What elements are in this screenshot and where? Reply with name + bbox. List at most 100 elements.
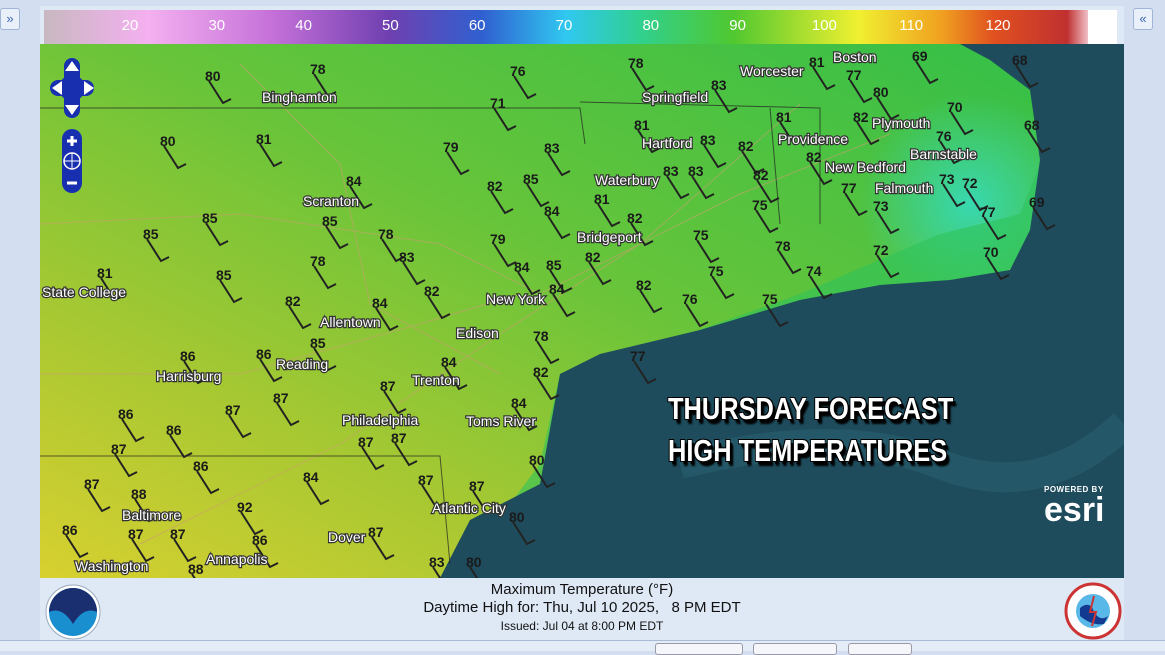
station-marker[interactable]: 70 <box>947 99 974 136</box>
station-marker[interactable]: 85 <box>310 335 337 372</box>
station-marker[interactable]: 82 <box>585 249 612 286</box>
station-marker[interactable]: 69 <box>1029 194 1056 231</box>
station-marker[interactable]: 92 <box>237 499 264 536</box>
station-marker[interactable]: 84 <box>549 281 576 318</box>
station-marker[interactable]: 87 <box>170 526 197 563</box>
station-marker[interactable]: 77 <box>630 348 657 385</box>
station-marker[interactable]: 83 <box>399 249 426 286</box>
station-marker[interactable]: 86 <box>118 406 145 443</box>
station-marker[interactable]: 76 <box>936 128 963 165</box>
station-marker[interactable]: 84 <box>511 395 538 432</box>
station-marker[interactable]: 82 <box>853 109 880 146</box>
station-marker[interactable]: 85 <box>322 213 349 250</box>
toolbar-button[interactable] <box>753 643 837 655</box>
station-marker[interactable]: 86 <box>180 348 207 385</box>
station-marker[interactable]: 78 <box>378 226 405 263</box>
expand-right-panel-button[interactable]: « <box>1133 8 1153 30</box>
station-marker[interactable]: 85 <box>546 257 573 294</box>
station-marker[interactable]: 87 <box>418 472 445 509</box>
station-marker[interactable]: 87 <box>358 434 385 471</box>
station-marker[interactable]: 75 <box>708 263 735 300</box>
station-marker[interactable]: 83 <box>711 77 738 114</box>
station-marker[interactable]: 82 <box>285 293 312 330</box>
station-marker[interactable]: 77 <box>841 180 868 217</box>
station-marker[interactable]: 87 <box>111 441 138 478</box>
station-marker[interactable]: 86 <box>166 422 193 459</box>
station-marker[interactable]: 75 <box>693 227 720 264</box>
station-marker[interactable]: 84 <box>544 203 571 240</box>
station-marker[interactable]: 80 <box>160 133 187 170</box>
station-marker[interactable]: 81 <box>594 191 621 228</box>
station-marker[interactable]: 87 <box>368 524 395 561</box>
station-marker[interactable]: 87 <box>469 478 496 515</box>
station-marker[interactable]: 70 <box>983 244 1010 281</box>
station-marker[interactable]: 84 <box>514 259 541 296</box>
station-marker[interactable]: 81 <box>634 117 661 154</box>
pan-down-icon[interactable] <box>65 105 79 115</box>
expand-left-panel-button[interactable]: » <box>0 8 20 30</box>
station-marker[interactable]: 83 <box>544 140 571 177</box>
station-marker[interactable]: 82 <box>753 167 780 204</box>
station-marker[interactable]: 87 <box>391 430 418 467</box>
station-marker[interactable]: 82 <box>627 210 654 247</box>
station-marker[interactable]: 87 <box>273 390 300 427</box>
station-marker[interactable]: 78 <box>533 328 560 365</box>
station-marker[interactable]: 85 <box>143 226 170 263</box>
station-marker[interactable]: 81 <box>776 109 803 146</box>
station-marker[interactable]: 85 <box>202 210 229 247</box>
station-marker[interactable]: 80 <box>873 84 900 121</box>
station-marker[interactable]: 83 <box>700 132 727 169</box>
pan-control[interactable] <box>50 58 94 118</box>
station-marker[interactable]: 78 <box>310 61 337 98</box>
station-marker[interactable]: 73 <box>939 171 966 208</box>
zoom-in-icon[interactable] <box>67 136 77 146</box>
station-marker[interactable]: 71 <box>490 95 517 132</box>
station-marker[interactable]: 74 <box>806 263 833 300</box>
station-marker[interactable]: 85 <box>523 171 550 208</box>
station-marker[interactable]: 83 <box>429 554 455 578</box>
pan-up-icon[interactable] <box>65 61 79 71</box>
pan-right-icon[interactable] <box>84 81 94 95</box>
station-marker[interactable]: 87 <box>225 402 252 439</box>
station-marker[interactable]: 86 <box>256 346 283 383</box>
station-marker[interactable]: 82 <box>487 178 514 215</box>
station-marker[interactable]: 76 <box>682 291 709 328</box>
station-marker[interactable]: 72 <box>873 242 900 279</box>
station-marker[interactable]: 88 <box>188 561 214 578</box>
station-marker[interactable]: 82 <box>424 283 451 320</box>
station-marker[interactable]: 78 <box>775 238 802 275</box>
station-marker[interactable]: 82 <box>533 364 560 401</box>
station-marker[interactable]: 80 <box>466 554 492 578</box>
station-marker[interactable]: 86 <box>252 532 279 569</box>
station-marker[interactable]: 69 <box>912 48 939 85</box>
station-marker[interactable]: 73 <box>873 198 900 235</box>
station-marker[interactable]: 83 <box>663 163 690 200</box>
station-marker[interactable]: 79 <box>443 139 470 176</box>
station-marker[interactable]: 85 <box>216 267 243 304</box>
station-marker[interactable]: 80 <box>509 509 536 546</box>
station-marker[interactable]: 79 <box>490 231 517 268</box>
station-marker[interactable]: 81 <box>256 131 283 168</box>
station-marker[interactable]: 75 <box>762 291 789 328</box>
station-marker[interactable]: 68 <box>1024 117 1051 154</box>
station-marker[interactable]: 87 <box>380 378 407 415</box>
station-marker[interactable]: 80 <box>205 68 232 105</box>
station-marker[interactable]: 84 <box>346 173 373 210</box>
station-marker[interactable]: 87 <box>128 526 155 563</box>
station-marker[interactable]: 80 <box>529 452 556 489</box>
station-marker[interactable]: 76 <box>510 63 537 100</box>
station-marker[interactable]: 87 <box>84 476 111 513</box>
station-marker[interactable]: 84 <box>303 469 330 506</box>
station-marker[interactable]: 88 <box>131 486 158 523</box>
station-marker[interactable]: 77 <box>980 204 1007 241</box>
station-marker[interactable]: 77 <box>846 67 873 104</box>
station-marker[interactable]: 72 <box>962 175 989 212</box>
station-marker[interactable]: 78 <box>310 253 337 290</box>
station-marker[interactable]: 86 <box>193 458 220 495</box>
pan-left-icon[interactable] <box>52 81 62 95</box>
station-marker[interactable]: 82 <box>636 277 663 314</box>
station-marker[interactable]: 81 <box>809 54 836 91</box>
station-marker[interactable]: 81 <box>97 265 124 302</box>
station-marker[interactable]: 82 <box>806 149 833 186</box>
